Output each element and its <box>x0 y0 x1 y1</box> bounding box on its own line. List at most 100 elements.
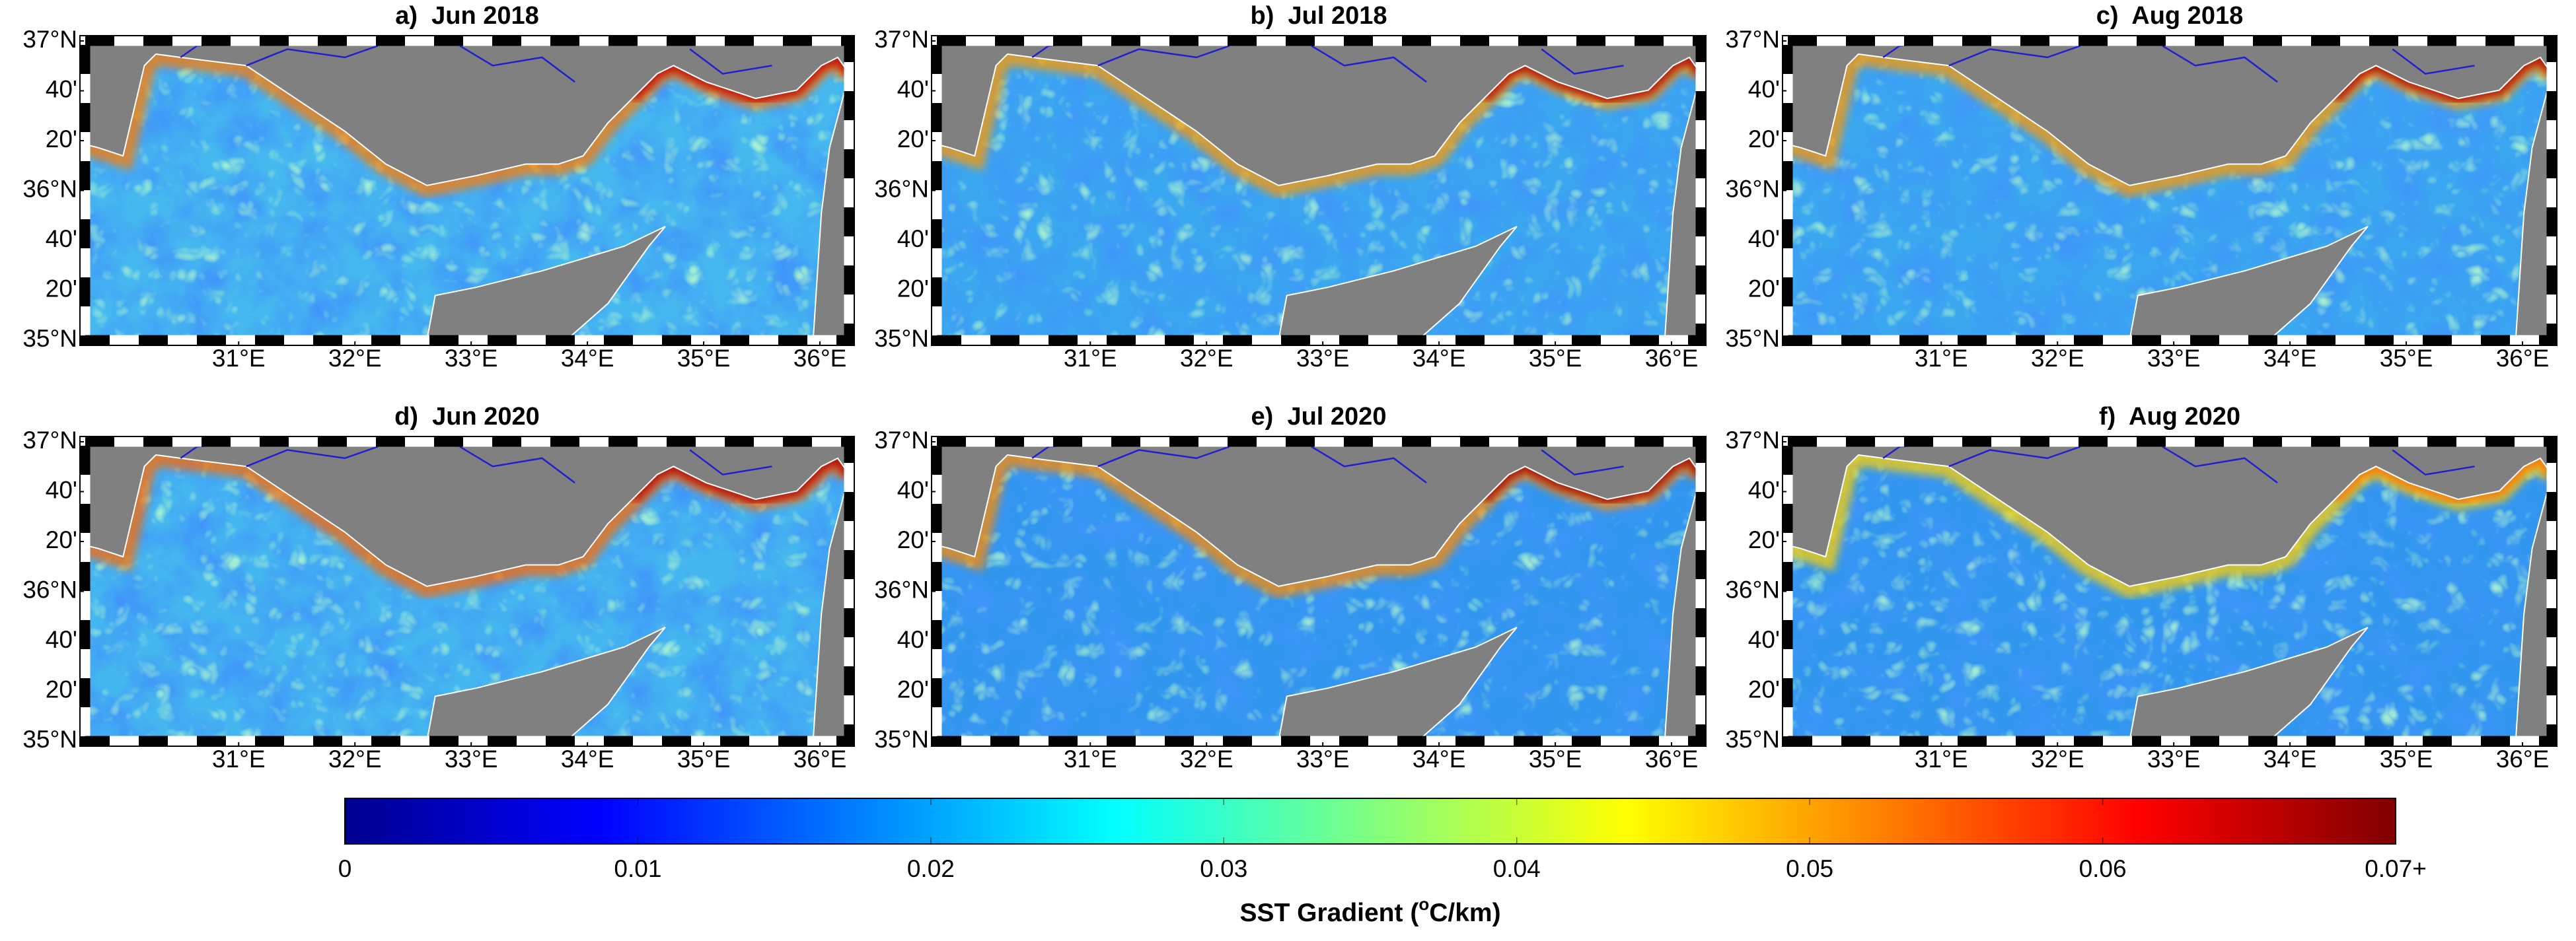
river <box>2392 449 2475 476</box>
lat-tick-label: 40' <box>1748 225 1780 252</box>
map-panel: f) Aug 2020 37°N 40' 20' 36°N 40' 20' 35°N 31°E 3… <box>1725 403 2558 773</box>
lat-tick-label: 37°N <box>874 26 929 53</box>
colorbar-label-sup: o <box>1418 894 1429 914</box>
lon-tick-label: 35°E <box>677 345 731 372</box>
lon-tick-label: 31°E <box>212 746 266 773</box>
colorbar-tick-label: 0.03 <box>1200 855 1247 882</box>
lat-tick-label: 20' <box>46 526 77 553</box>
lat-tick-label: 36°N <box>22 175 77 202</box>
colorbar: SST Gradient (oC/km) 0 0.01 0.02 0.03 0.04 0.… <box>338 798 2427 927</box>
lat-tick-label: 40' <box>1748 476 1780 503</box>
lon-tick-label: 31°E <box>1064 746 1117 773</box>
river <box>1948 446 2081 468</box>
frame-white <box>1783 36 2557 345</box>
lat-tick-label: 40' <box>46 626 77 653</box>
lat-tick-label: 36°N <box>1725 576 1780 603</box>
lat-tick-label: 36°N <box>1725 175 1780 202</box>
lon-tick-label: 35°E <box>2380 746 2433 773</box>
lat-tick-label: 35°N <box>874 325 929 352</box>
lat-tick-label: 40' <box>46 225 77 252</box>
lon-tick-label: 34°E <box>2263 746 2317 773</box>
lon-tick-label: 34°E <box>561 345 614 372</box>
lon-tick-label: 32°E <box>328 746 382 773</box>
lat-tick-label: 36°N <box>874 576 929 603</box>
river <box>1541 48 1624 75</box>
frame-white <box>1783 436 2557 746</box>
river <box>689 48 772 75</box>
river <box>1311 45 1427 83</box>
lat-tick-label: 20' <box>46 125 77 153</box>
panel-title: c) Aug 2018 <box>2096 2 2243 30</box>
lat-tick-label: 20' <box>1748 676 1780 703</box>
lat-tick-label: 20' <box>46 275 77 302</box>
lon-tick-label: 36°E <box>2496 345 2550 372</box>
lat-tick-label: 40' <box>897 626 929 653</box>
colorbar-tick-label: 0 <box>338 855 352 882</box>
lon-tick-label: 36°E <box>2496 746 2550 773</box>
lon-tick-label: 32°E <box>1180 345 1233 372</box>
frame-white <box>80 436 854 746</box>
lat-tick-label: 20' <box>1748 526 1780 553</box>
lon-tick-label: 32°E <box>2031 746 2084 773</box>
lat-tick-label: 37°N <box>22 427 77 454</box>
map-panel: b) Jul 2018 37°N 40' 20' 36°N 40' 20' 35°N 31°E 3… <box>874 2 1707 372</box>
lon-tick-label: 34°E <box>1413 345 1466 372</box>
lon-tick-label: 36°E <box>1645 345 1699 372</box>
lon-tick-label: 35°E <box>2380 345 2433 372</box>
lon-tick-label: 31°E <box>1064 345 1117 372</box>
coastline <box>85 454 850 742</box>
colorbar-tick-label: 0.04 <box>1493 855 1541 882</box>
coastline <box>936 454 1702 742</box>
frame-white <box>80 36 854 345</box>
river <box>246 446 379 468</box>
lon-tick-label: 31°E <box>1915 746 1968 773</box>
colorbar-label: SST Gradient (oC/km) <box>1239 894 1500 927</box>
river <box>689 449 772 476</box>
lon-tick-label: 32°E <box>1180 746 1233 773</box>
lat-tick-label: 40' <box>897 225 929 252</box>
panel-title: f) Aug 2020 <box>2099 403 2240 431</box>
panel-title: d) Jun 2020 <box>394 403 540 431</box>
panel-title: a) Jun 2018 <box>395 2 539 30</box>
lat-tick-label: 35°N <box>22 325 77 352</box>
river <box>459 446 575 484</box>
lat-tick-label: 35°N <box>1725 726 1780 753</box>
colorbar-tick-label: 0.02 <box>907 855 955 882</box>
map-panel: a) Jun 2018 37°N 40' 20' 36°N 40' 20' 35°N 31°E 3… <box>22 2 855 372</box>
coastline <box>85 53 850 341</box>
lat-tick-label: 36°N <box>22 576 77 603</box>
colorbar-label-unit: C/km) <box>1429 899 1500 927</box>
lat-tick-label: 40' <box>1748 626 1780 653</box>
coastline <box>1787 454 2553 742</box>
lon-tick-label: 35°E <box>1529 345 1582 372</box>
colorbar-tick-label: 0.07+ <box>2365 855 2427 882</box>
map-panel: c) Aug 2018 37°N 40' 20' 36°N 40' 20' 35°N 31°E 3… <box>1725 2 2558 372</box>
river <box>1948 45 2081 67</box>
lat-tick-label: 37°N <box>874 427 929 454</box>
lat-tick-label: 40' <box>897 75 929 102</box>
lon-tick-label: 32°E <box>328 345 382 372</box>
colorbar-tick-label: 0.05 <box>1786 855 1833 882</box>
panel-title: e) Jul 2020 <box>1251 403 1387 431</box>
lon-tick-label: 36°E <box>793 345 847 372</box>
map-panel: d) Jun 2020 37°N 40' 20' 36°N 40' 20' 35°N 31°E 3… <box>22 403 855 773</box>
map-panel: e) Jul 2020 37°N 40' 20' 36°N 40' 20' 35°N 31°E 3… <box>874 403 1707 773</box>
frame-white <box>932 436 1706 746</box>
lon-tick-label: 32°E <box>2031 345 2084 372</box>
colorbar-tick-label: 0.06 <box>2079 855 2127 882</box>
lat-tick-label: 37°N <box>22 26 77 53</box>
lon-tick-label: 35°E <box>1529 746 1582 773</box>
lon-tick-label: 34°E <box>2263 345 2317 372</box>
lat-tick-label: 20' <box>897 676 929 703</box>
lon-tick-label: 36°E <box>793 746 847 773</box>
map-panels: a) Jun 2018 37°N 40' 20' 36°N 40' 20' 35°N 31°E 3… <box>22 2 2558 773</box>
lon-tick-label: 33°E <box>445 345 498 372</box>
river <box>246 45 379 67</box>
river <box>1097 446 1230 468</box>
lon-tick-label: 31°E <box>1915 345 1968 372</box>
river <box>2162 45 2278 83</box>
lon-tick-label: 31°E <box>212 345 266 372</box>
lat-tick-label: 20' <box>1748 125 1780 153</box>
lon-tick-label: 33°E <box>1296 746 1350 773</box>
lat-tick-label: 20' <box>897 526 929 553</box>
